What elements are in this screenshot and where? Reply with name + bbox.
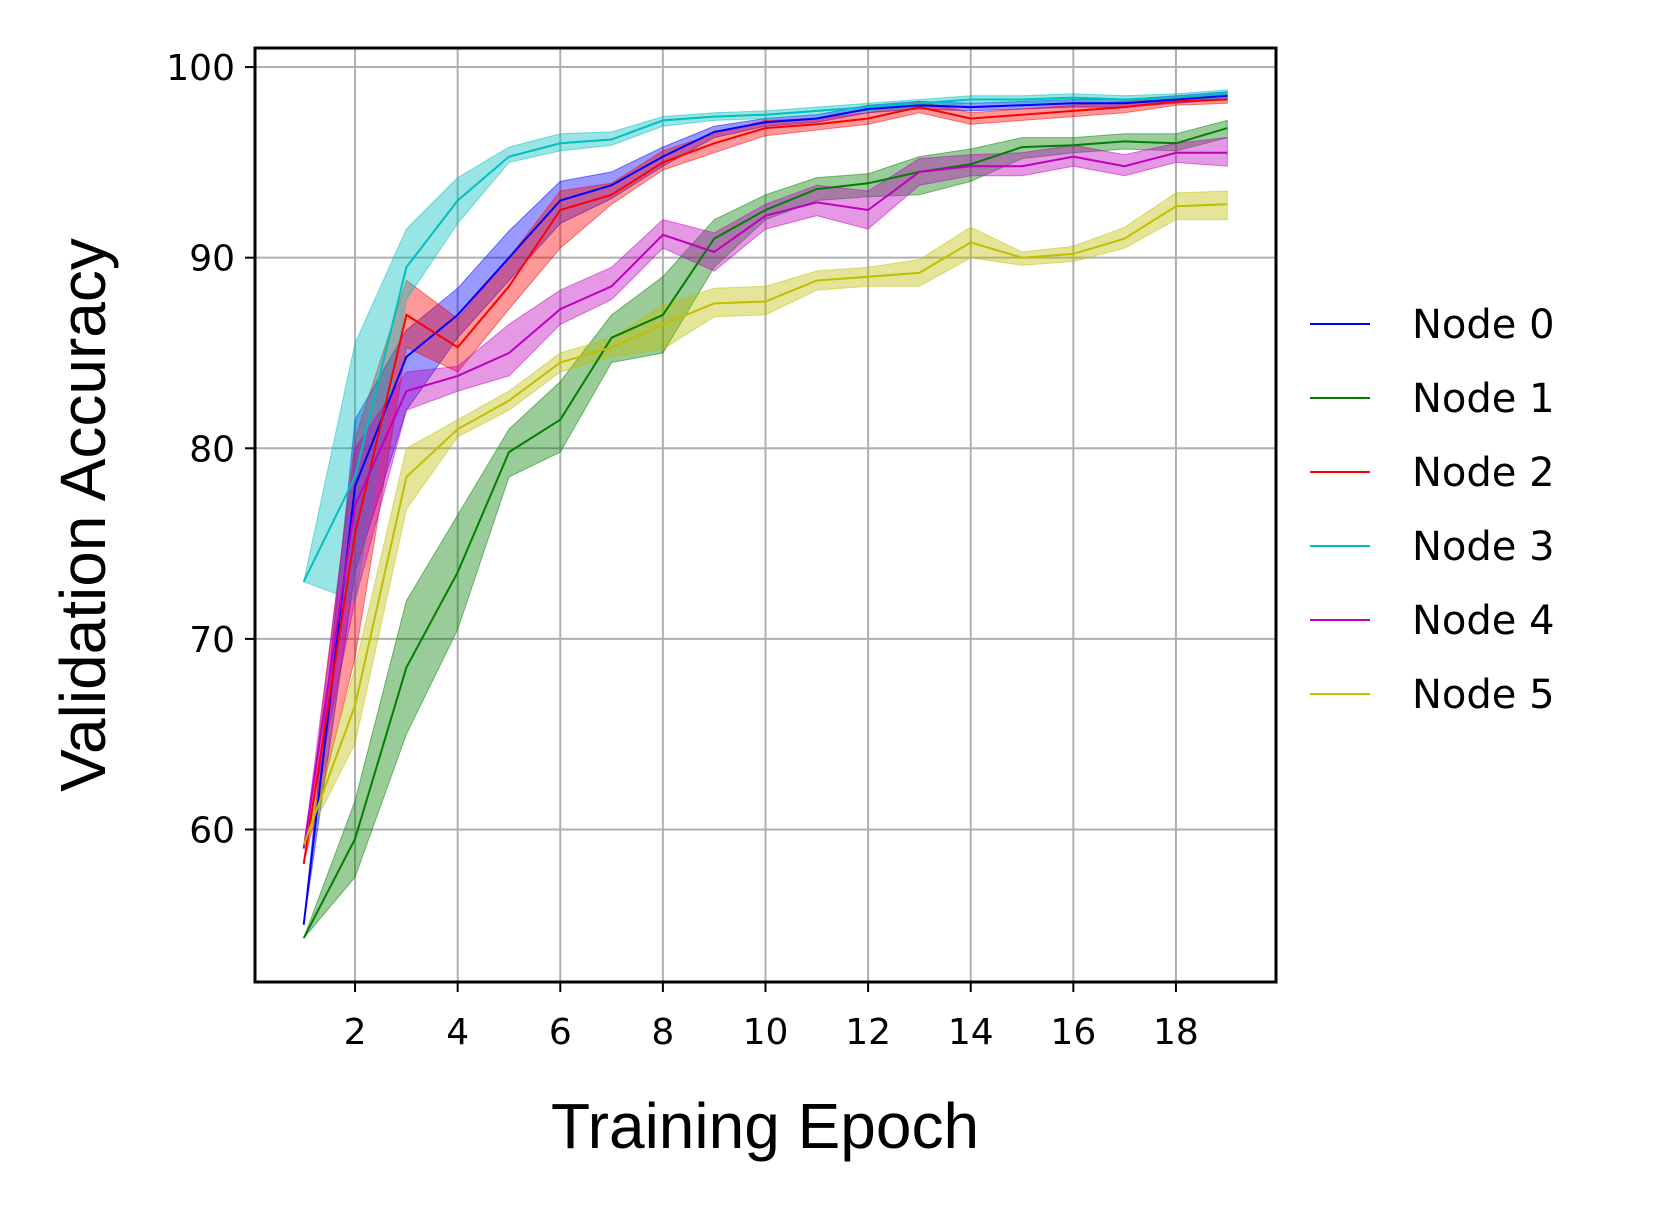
line-node-0 bbox=[302, 94, 1228, 925]
legend: Node 0 Node 1 Node 2 Node 3 Node 4 Node 5 bbox=[1310, 302, 1555, 718]
y-axis-label: Validation Accuracy bbox=[47, 238, 119, 792]
line-node-1 bbox=[302, 127, 1228, 939]
legend-label-node-2: Node 2 bbox=[1412, 450, 1555, 496]
x-tick-label: 2 bbox=[344, 1012, 367, 1053]
y-tick-label: 90 bbox=[189, 239, 235, 280]
x-tick-label: 6 bbox=[549, 1012, 572, 1053]
grid-lines bbox=[255, 48, 1276, 982]
legend-label-node-4: Node 4 bbox=[1412, 598, 1555, 644]
x-tick-label: 12 bbox=[845, 1012, 891, 1053]
y-tick-label: 100 bbox=[166, 48, 235, 89]
x-axis-ticks: 2 4 6 8 10 12 14 16 18 bbox=[344, 982, 1199, 1053]
y-tick-label: 70 bbox=[189, 620, 235, 661]
x-tick-label: 18 bbox=[1153, 1012, 1199, 1053]
line-node-3 bbox=[302, 92, 1228, 583]
line-node-5 bbox=[302, 203, 1228, 846]
x-tick-label: 14 bbox=[948, 1012, 994, 1053]
line-node-2 bbox=[302, 98, 1228, 864]
x-tick-label: 16 bbox=[1050, 1012, 1096, 1053]
y-tick-label: 80 bbox=[189, 429, 235, 470]
legend-label-node-1: Node 1 bbox=[1412, 376, 1555, 422]
x-tick-label: 4 bbox=[446, 1012, 469, 1053]
line-node-4 bbox=[302, 151, 1228, 849]
legend-label-node-0: Node 0 bbox=[1412, 302, 1555, 348]
y-axis-ticks: 60 70 80 90 100 bbox=[166, 48, 255, 852]
x-axis-label: Training Epoch bbox=[551, 1090, 979, 1162]
legend-label-node-5: Node 5 bbox=[1412, 672, 1555, 718]
x-tick-label: 8 bbox=[651, 1012, 674, 1053]
series-lines bbox=[302, 92, 1228, 939]
legend-label-node-3: Node 3 bbox=[1412, 524, 1555, 570]
y-tick-label: 60 bbox=[189, 811, 235, 852]
x-tick-label: 10 bbox=[743, 1012, 789, 1053]
